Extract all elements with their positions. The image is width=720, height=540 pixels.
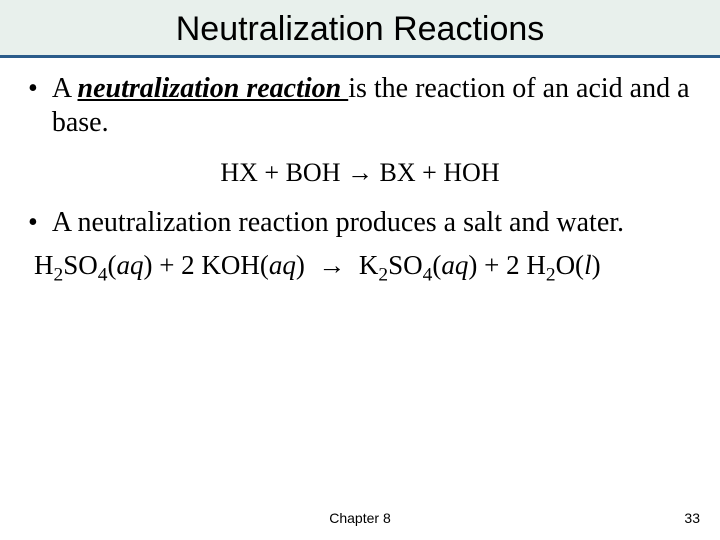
bullet-marker: •	[28, 72, 38, 106]
footer-chapter: Chapter 8	[0, 510, 720, 526]
example-equation: H2SO4(aq) + 2 KOH(aq) → K2SO4(aq) + 2 H2…	[34, 250, 692, 281]
slide-content: • A neutralization reaction is the react…	[0, 58, 720, 281]
generic-equation: HX + BOH → BX + HOH	[28, 158, 692, 188]
bullet-1-prefix: A	[52, 73, 78, 104]
title-bar: Neutralization Reactions	[0, 0, 720, 58]
bullet-2-text: A neutralization reaction produces a sal…	[52, 206, 624, 240]
footer-page-number: 33	[684, 510, 700, 526]
bullet-1-term: neutralization reaction	[78, 73, 349, 104]
slide-title: Neutralization Reactions	[0, 10, 720, 49]
bullet-marker: •	[28, 206, 38, 240]
bullet-1-text: A neutralization reaction is the reactio…	[52, 72, 692, 140]
bullet-1: • A neutralization reaction is the react…	[28, 72, 692, 140]
bullet-2: • A neutralization reaction produces a s…	[28, 206, 692, 240]
